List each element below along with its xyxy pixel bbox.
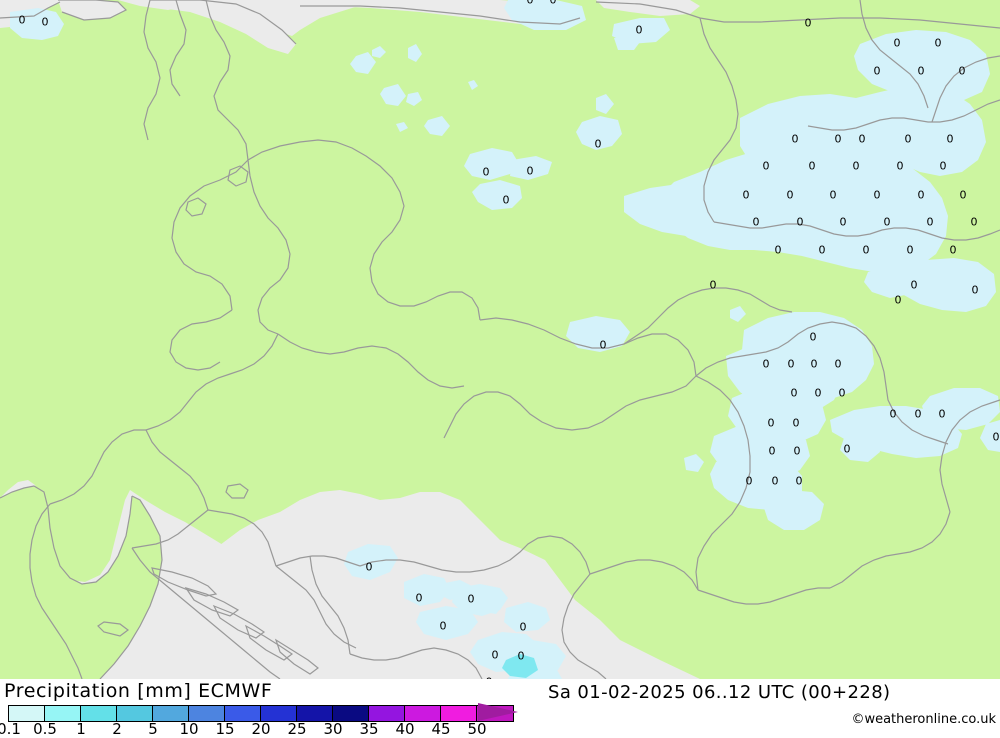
colorbar-swatch-10 (189, 706, 225, 721)
forecast-run-label: Sa 01-02-2025 06..12 UTC (00+228) (548, 682, 891, 703)
colorbar-tick-20: 20 (251, 720, 271, 738)
map-canvas (0, 0, 1000, 679)
colorbar-swatch-0.5 (45, 706, 81, 721)
colorbar-swatch-30 (333, 706, 369, 721)
colorbar-tick-25: 25 (287, 720, 307, 738)
colorbar-overflow-arrow (478, 703, 518, 721)
colorbar-tick-15: 15 (215, 720, 235, 738)
colorbar-tick-10: 10 (179, 720, 199, 738)
colorbar-tick-0.1: 0.1 (0, 720, 21, 738)
colorbar-swatch-2 (117, 706, 153, 721)
colorbar-swatch-40 (405, 706, 441, 721)
colorbar-swatch-5 (153, 706, 189, 721)
colorbar-tick-0.5: 0.5 (33, 720, 57, 738)
colorbar-tick-5: 5 (148, 720, 158, 738)
map-footer: Precipitation [mm] ECMWF Sa 01-02-2025 0… (0, 679, 1000, 738)
colorbar-tick-30: 30 (323, 720, 343, 738)
colorbar-tick-labels: 0.1 0.5 1 2 5 10 15 20 25 30 35 40 45 50 (0, 720, 520, 738)
colorbar-swatch-45 (441, 706, 477, 721)
colorbar-swatch-15 (225, 706, 261, 721)
borders-layer (0, 0, 1000, 679)
colorbar-swatch-35 (369, 706, 405, 721)
precipitation-colorbar[interactable] (8, 705, 514, 722)
colorbar-swatch-1 (81, 706, 117, 721)
legend-title: Precipitation [mm] ECMWF (4, 680, 273, 702)
colorbar-tick-45: 45 (431, 720, 451, 738)
colorbar-swatch-25 (297, 706, 333, 721)
colorbar-swatch-20 (261, 706, 297, 721)
colorbar-tick-40: 40 (395, 720, 415, 738)
colorbar-tick-1: 1 (76, 720, 86, 738)
colorbar-tick-2: 2 (112, 720, 122, 738)
colorbar-tick-50: 50 (467, 720, 487, 738)
colorbar-swatch-0.1 (9, 706, 45, 721)
colorbar-tick-35: 35 (359, 720, 379, 738)
copyright-label: ©weatheronline.co.uk (851, 712, 996, 727)
